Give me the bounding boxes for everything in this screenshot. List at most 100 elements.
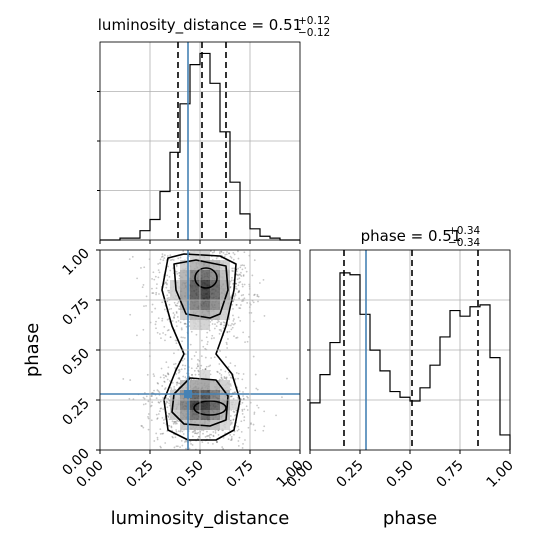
sample-point (251, 274, 254, 277)
sample-point (238, 297, 240, 300)
sample-point (166, 255, 169, 257)
sample-point (162, 432, 165, 435)
sample-point (165, 400, 168, 403)
luminosity-distance-histogram (97, 41, 301, 244)
sample-point (237, 267, 240, 270)
sample-point (155, 413, 158, 416)
sample-point (173, 421, 175, 423)
density-cell (210, 420, 220, 430)
sample-point (167, 416, 170, 419)
sample-point (200, 355, 203, 358)
sample-point (153, 440, 156, 442)
density-cell (210, 310, 220, 320)
sample-point (182, 433, 185, 435)
sample-point (143, 266, 146, 269)
sample-point (155, 291, 158, 294)
sample-point (233, 433, 235, 436)
sample-point (234, 322, 236, 325)
sample-point (235, 337, 238, 339)
sample-point (141, 425, 144, 427)
phase-histogram: 0.00 0.25 0.50 0.75 1.00 (283, 249, 517, 491)
sample-point (256, 295, 259, 298)
sample-point (253, 411, 256, 414)
sample-point (160, 256, 163, 258)
sample-point (175, 325, 178, 328)
sample-point (168, 296, 170, 299)
sample-point (152, 271, 155, 274)
sample-point (233, 391, 236, 394)
sample-point (159, 433, 162, 435)
sample-point (175, 384, 178, 386)
y-tick-label: 0.75 (59, 296, 92, 329)
sample-point (245, 405, 248, 408)
sample-point (244, 387, 247, 389)
sample-point (239, 281, 242, 283)
sample-point (180, 368, 183, 371)
sample-point (231, 267, 234, 270)
sample-point (180, 336, 183, 339)
sample-point (142, 284, 145, 286)
sample-point (175, 430, 178, 433)
sample-point (168, 308, 171, 311)
sample-point (243, 419, 246, 422)
density-cell (210, 380, 220, 390)
sample-point (235, 304, 238, 306)
sample-point (181, 430, 184, 433)
sample-point (164, 442, 167, 444)
sample-point (218, 329, 221, 331)
sample-point (224, 253, 227, 256)
sample-point (198, 435, 201, 438)
sample-point (158, 391, 161, 394)
density-cell (200, 380, 210, 390)
sample-point (183, 358, 186, 360)
sample-point (231, 323, 233, 325)
sample-point (204, 435, 207, 438)
sample-point (220, 376, 223, 379)
phase-title-errors: +0.34 −0.34 (448, 225, 480, 249)
density-cell (220, 380, 230, 390)
density-cell (180, 270, 190, 280)
sample-point (208, 365, 210, 368)
density-cell (210, 390, 220, 400)
sample-point (235, 273, 238, 276)
sample-point (242, 395, 244, 397)
sample-point (212, 435, 215, 438)
sample-point (166, 406, 169, 409)
sample-point (158, 293, 160, 295)
density-cell (220, 290, 230, 300)
sample-point (185, 378, 188, 380)
sample-point (165, 402, 167, 405)
y-axis-label-phase: phase (22, 323, 43, 377)
sample-point (162, 397, 165, 399)
sample-point (230, 395, 232, 398)
sample-point (211, 319, 213, 322)
sample-point (215, 325, 218, 327)
sample-point (248, 336, 250, 338)
sample-point (184, 376, 187, 379)
sample-point (241, 268, 244, 271)
sample-point (185, 447, 187, 450)
sample-point (161, 432, 164, 435)
sample-point (239, 273, 242, 276)
sample-point (163, 376, 165, 379)
sample-point (213, 356, 216, 359)
sample-point (177, 420, 180, 422)
sample-point (238, 390, 241, 393)
sample-point (174, 366, 176, 369)
sample-point (244, 439, 246, 441)
sample-point (230, 279, 233, 282)
sample-point (175, 445, 178, 448)
sample-point (254, 429, 257, 432)
sample-point (246, 395, 248, 398)
sample-point (168, 289, 171, 292)
sample-point (143, 305, 145, 308)
density-cell (230, 400, 240, 410)
density-cell (190, 280, 200, 290)
sample-point (184, 439, 187, 442)
sample-point (177, 369, 180, 372)
density-cell (190, 260, 200, 270)
sample-point (162, 259, 165, 262)
sample-point (232, 251, 235, 254)
y-tick-label: 0.50 (59, 346, 92, 379)
sample-point (179, 321, 182, 324)
